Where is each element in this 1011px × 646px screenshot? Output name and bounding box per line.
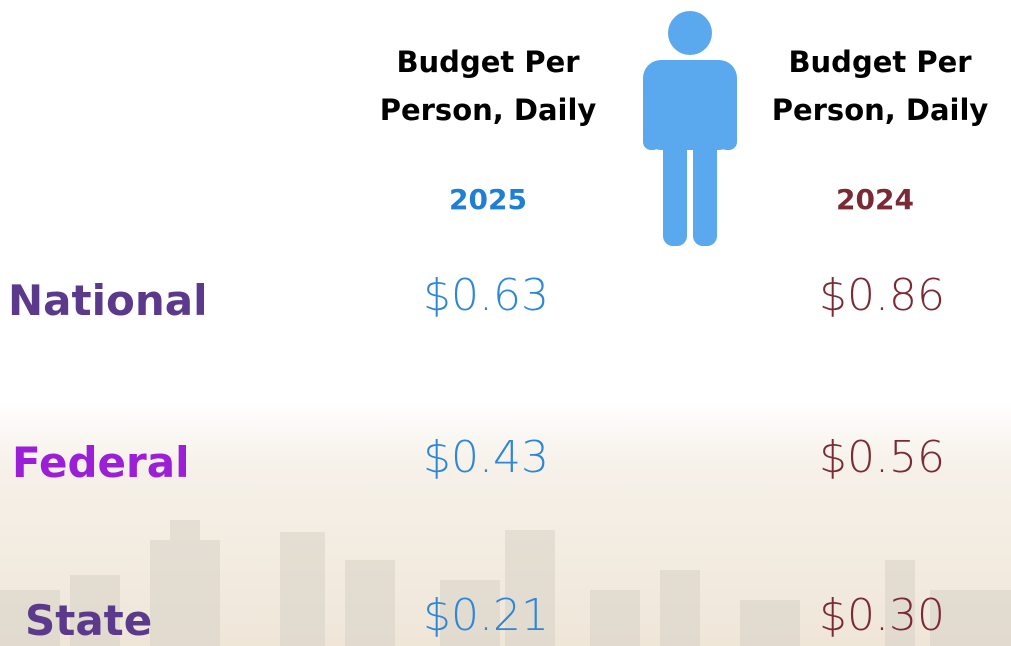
value: $0.56	[762, 432, 1002, 483]
column-header: Budget Per Person, Daily	[358, 38, 618, 134]
value: $0.30	[762, 590, 1002, 641]
column-year: 2024	[775, 183, 975, 216]
row-label: State	[25, 596, 152, 645]
person-icon	[643, 11, 737, 246]
value: $0.86	[762, 270, 1002, 321]
value: $0.43	[366, 432, 606, 483]
row-label: National	[8, 276, 207, 325]
row-label: Federal	[12, 438, 189, 487]
value: $0.63	[366, 270, 606, 321]
value: $0.21	[366, 590, 606, 641]
column-header: Budget Per Person, Daily	[750, 38, 1010, 134]
column-year: 2025	[388, 183, 588, 216]
infographic: Budget Per Person, Daily Budget Per Pers…	[0, 0, 1011, 646]
